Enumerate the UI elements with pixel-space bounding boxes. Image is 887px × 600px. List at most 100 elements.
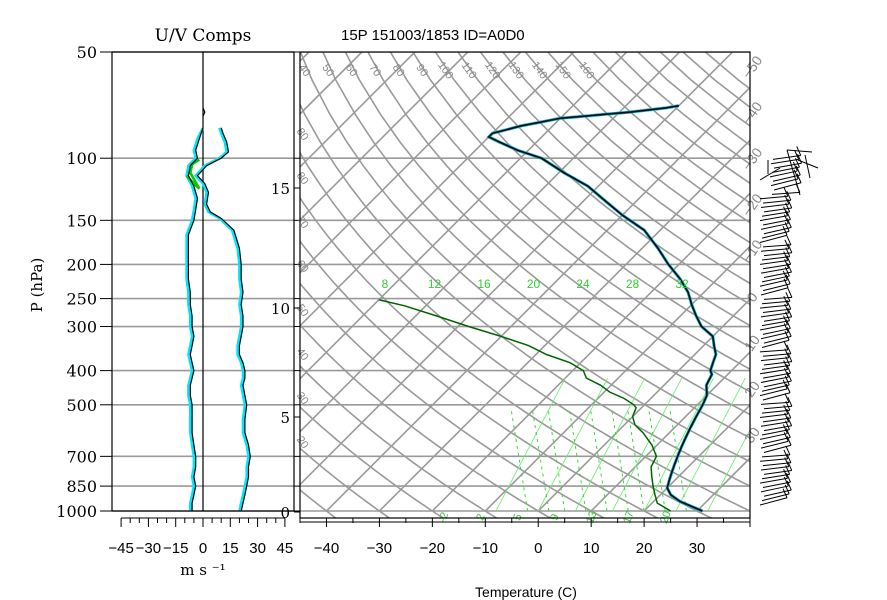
wet-adiabat-label: 9	[548, 512, 561, 522]
uv-series-line-1	[193, 127, 250, 512]
dry-adiabat	[300, 282, 606, 518]
pressure-tick-label: 700	[66, 447, 97, 466]
wind-barb	[761, 429, 790, 436]
isotherm	[300, 52, 469, 221]
left-slanted-label: 40	[294, 346, 311, 363]
isotherm	[300, 52, 734, 486]
isotherm	[325, 86, 750, 512]
right-slanted-label: 10	[741, 332, 763, 354]
wind-barb	[759, 279, 788, 287]
wind-barb	[760, 440, 789, 449]
wind-barb	[759, 497, 788, 506]
mixing-ratio-label: 8	[382, 277, 389, 291]
temperature-tick-label: 20	[636, 540, 653, 557]
wind-barb	[761, 454, 790, 458]
wind-barb-flag	[786, 190, 792, 201]
wind-barb-flag	[785, 292, 791, 302]
dry-adiabat	[300, 52, 750, 463]
uv-components-panel: U/V Comps 501001502002503004005007008501…	[28, 26, 300, 579]
dry-adiabat	[300, 323, 552, 518]
wind-barbs	[759, 146, 819, 506]
wet-adiabat	[669, 410, 687, 512]
wind-barb-flag	[783, 315, 788, 325]
wind-barb-flag	[792, 161, 798, 172]
uv-series-line-5	[202, 107, 206, 117]
mixing-ratio-label: 32	[675, 277, 689, 291]
wind-barb	[760, 331, 789, 340]
mixing-ratio-line	[495, 377, 566, 512]
speed-tick-label: −45	[108, 540, 133, 557]
pressure-tick-label: 50	[77, 43, 97, 62]
wind-barb	[763, 226, 792, 235]
mixing-ratio-label: 28	[626, 277, 640, 291]
wet-adiabat-label: 5	[511, 512, 524, 522]
height-km-label: 10	[271, 300, 290, 318]
wind-barb	[762, 353, 791, 357]
speed-tick-label: −15	[163, 540, 188, 557]
dry-adiabat	[300, 447, 391, 518]
pressure-tick-label: 150	[66, 211, 97, 230]
wind-barb-flag	[787, 397, 793, 407]
wind-barb-flag	[783, 206, 789, 216]
isotherm	[300, 52, 628, 380]
wind-barb	[761, 384, 790, 392]
uv-series-lines	[185, 107, 251, 512]
dry-adiabat-label: 90	[413, 62, 430, 79]
isotherm-lines	[300, 52, 887, 512]
wet-adiabat-label: 13	[584, 510, 599, 526]
wind-barb	[763, 335, 792, 344]
wet-adiabat-label: 20	[658, 510, 673, 526]
isotherm	[856, 52, 887, 511]
temperature-tick-label: 10	[583, 540, 600, 557]
isotherm	[643, 403, 750, 512]
wind-barb	[761, 211, 790, 217]
wind-barb	[762, 219, 791, 226]
right-slanted-label: −50	[739, 53, 766, 82]
wind-barb-top	[786, 149, 819, 196]
left-slanted-label: 60	[294, 258, 311, 275]
dry-adiabat-label: 160	[576, 60, 596, 82]
temperature-ticks: −40 −30 −20 −10 0 10 20 30	[299, 518, 751, 557]
dry-adiabat	[367, 52, 750, 393]
isotherm	[696, 456, 750, 512]
uv-pressure-gridlines	[100, 51, 300, 512]
wind-barb	[759, 433, 788, 440]
wind-barb	[760, 287, 789, 296]
mixing-ratio-label: 16	[477, 277, 491, 291]
wind-barb-flag	[787, 288, 793, 298]
wind-barb	[759, 477, 788, 484]
wind-barb	[760, 223, 789, 230]
dry-adiabat	[456, 52, 750, 306]
temperature-profile	[487, 104, 717, 512]
dry-adiabat	[300, 405, 445, 518]
dry-adiabat	[300, 196, 713, 518]
wind-barb	[759, 234, 788, 243]
wind-barb	[761, 493, 790, 502]
temperature-axis-label: Temperature (C)	[475, 584, 577, 600]
dry-adiabat-label: 50	[319, 62, 336, 79]
wind-barb-flag	[783, 187, 789, 197]
pressure-tick-label: 1000	[56, 502, 97, 521]
wind-barb	[769, 170, 798, 178]
wind-barb	[773, 162, 802, 169]
wind-barb-flag	[782, 379, 788, 390]
left-slanted-label: 70	[294, 214, 311, 231]
isotherm	[300, 52, 416, 169]
pressure-tick-label: 850	[66, 477, 97, 496]
uv-series-line-2	[185, 158, 201, 190]
sounding-profiles	[378, 104, 718, 513]
uv-series-line-3	[187, 127, 204, 511]
wind-barb-flag	[782, 226, 788, 236]
isotherm	[300, 52, 681, 433]
wind-barb	[762, 263, 791, 270]
wind-barb	[771, 166, 800, 173]
wind-barb-flag	[782, 488, 788, 498]
mixing-ratio-line	[643, 377, 714, 512]
wind-barb	[763, 316, 792, 322]
dry-adiabat-curves	[300, 52, 750, 518]
temperature-tick-label: −10	[473, 540, 498, 557]
wind-barb	[762, 308, 791, 313]
wind-barb-flag	[782, 424, 788, 434]
wind-barb	[761, 339, 790, 348]
